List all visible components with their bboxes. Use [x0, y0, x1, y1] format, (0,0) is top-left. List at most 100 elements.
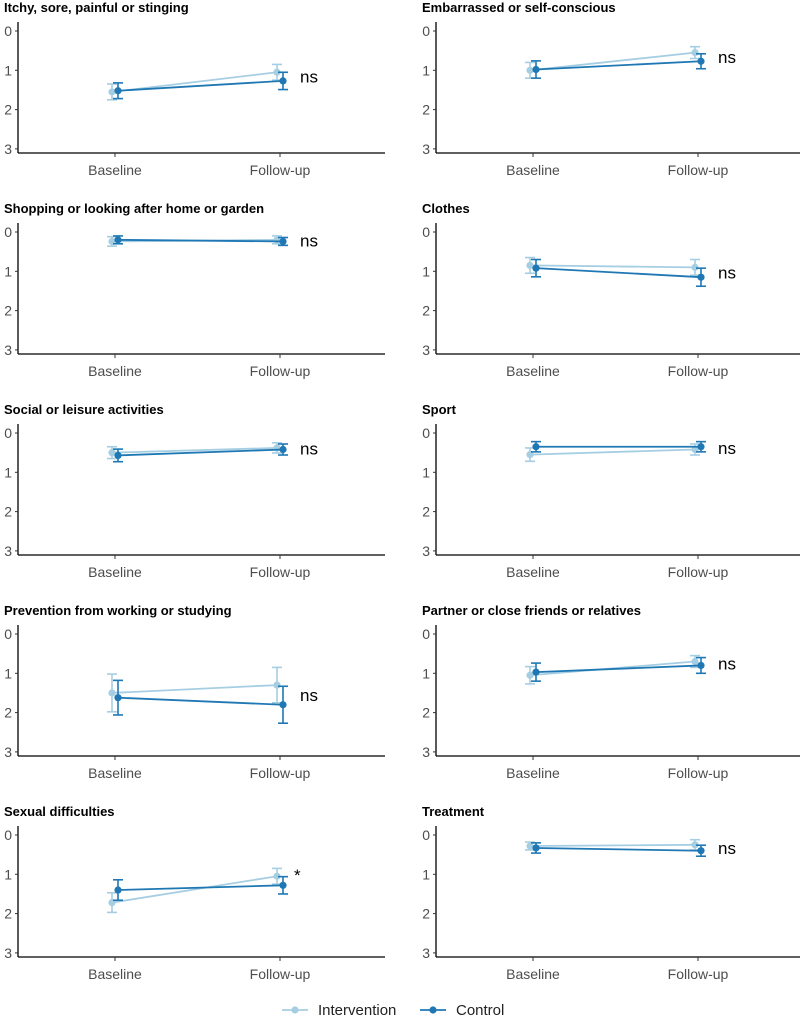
- y-tick-label: 0: [422, 827, 430, 843]
- y-tick-label: 3: [4, 342, 12, 358]
- x-tick-label: Follow-up: [250, 765, 311, 781]
- x-tick-label: Follow-up: [250, 162, 311, 178]
- y-tick-label: 0: [422, 425, 430, 441]
- significance-label: ns: [718, 839, 736, 858]
- significance-label: ns: [300, 440, 318, 459]
- panel: Prevention from working or studying 0 1 2 3 B…: [4, 603, 385, 781]
- control-series-line: [535, 267, 702, 279]
- control-point: [279, 77, 287, 85]
- panel-title: Sport: [422, 402, 457, 417]
- control-point: [114, 87, 122, 95]
- significance-label: ns: [300, 68, 318, 87]
- significance-label: ns: [718, 654, 736, 673]
- control-point: [532, 844, 540, 852]
- legend-control-key-point: [429, 1006, 437, 1014]
- x-tick-label: Follow-up: [250, 966, 311, 982]
- y-tick-label: 1: [4, 665, 12, 681]
- intervention-point: [526, 842, 534, 850]
- y-tick-label: 1: [4, 263, 12, 279]
- control-point: [279, 445, 287, 454]
- control-point: [279, 237, 287, 246]
- y-tick-label: 3: [422, 342, 430, 358]
- y-tick-label: 0: [422, 23, 430, 39]
- y-tick-label: 2: [4, 906, 12, 922]
- y-tick-label: 1: [422, 665, 430, 681]
- panel: Sport 0 1 2 3 Baseline Follow-up ns: [422, 402, 800, 580]
- y-tick-label: 2: [422, 303, 430, 319]
- y-tick-label: 1: [4, 62, 12, 78]
- significance-label: ns: [300, 686, 318, 705]
- intervention-series-line: [529, 51, 696, 72]
- y-tick-label: 2: [422, 504, 430, 520]
- control-point: [697, 847, 705, 855]
- control-point: [532, 443, 540, 451]
- x-tick-label: Follow-up: [250, 363, 311, 379]
- y-tick-label: 0: [422, 224, 430, 240]
- intervention-point: [526, 66, 534, 74]
- panel: Embarrassed or self-conscious 0 1 2 3 Baselin…: [422, 0, 800, 178]
- control-point: [114, 451, 122, 460]
- control-point: [697, 443, 705, 451]
- y-tick-label: 2: [422, 906, 430, 922]
- control-point: [279, 881, 287, 889]
- legend: Intervention Control: [282, 1002, 504, 1019]
- control-series-line: [535, 60, 702, 71]
- control-point: [114, 886, 122, 894]
- control-point: [697, 57, 705, 65]
- control-series-line: [117, 80, 284, 92]
- x-tick-label: Baseline: [88, 966, 142, 982]
- y-tick-label: 2: [422, 102, 430, 118]
- panel-title: Prevention from working or studying: [4, 603, 232, 618]
- x-tick-label: Follow-up: [668, 966, 729, 982]
- control-point: [532, 65, 540, 74]
- panel: Clothes 0 1 2 3 Baseline Follow-up ns: [422, 201, 800, 379]
- panel-title: Treatment: [422, 804, 485, 819]
- y-tick-label: 1: [4, 464, 12, 480]
- control-point: [114, 694, 122, 702]
- panel: Shopping or looking after home or garden…: [4, 201, 385, 379]
- x-tick-label: Baseline: [88, 363, 142, 379]
- x-tick-label: Baseline: [506, 765, 560, 781]
- control-series-line: [117, 238, 284, 243]
- control-point: [532, 264, 540, 272]
- y-tick-label: 0: [4, 425, 12, 441]
- intervention-point: [691, 263, 699, 271]
- y-tick-label: 1: [422, 263, 430, 279]
- panel-title: Sexual difficulties: [4, 804, 115, 819]
- control-point: [697, 661, 705, 670]
- intervention-point: [108, 689, 116, 697]
- y-tick-label: 3: [422, 945, 430, 961]
- significance-label: ns: [718, 439, 736, 458]
- y-tick-label: 0: [4, 827, 12, 843]
- intervention-point: [526, 451, 534, 459]
- significance-label: ns: [718, 263, 736, 282]
- legend-intervention-label: Intervention: [318, 1002, 396, 1019]
- y-tick-label: 0: [4, 224, 12, 240]
- panel: Partner or close friends or relatives 0 1 2…: [422, 603, 800, 781]
- y-tick-label: 1: [4, 866, 12, 882]
- intervention-series-line: [529, 264, 696, 269]
- y-tick-label: 0: [422, 626, 430, 642]
- intervention-series-line: [111, 875, 278, 904]
- control-point: [114, 236, 122, 244]
- control-series-line: [535, 847, 702, 852]
- intervention-point: [526, 671, 534, 679]
- y-tick-label: 2: [422, 705, 430, 721]
- panel-title: Social or leisure activities: [4, 402, 164, 417]
- x-tick-label: Baseline: [506, 564, 560, 580]
- intervention-point: [273, 68, 281, 76]
- y-tick-label: 3: [4, 141, 12, 157]
- intervention-series-line: [529, 843, 696, 847]
- x-tick-label: Baseline: [88, 765, 142, 781]
- significance-label: ns: [300, 232, 318, 251]
- y-tick-label: 3: [422, 744, 430, 760]
- intervention-series-line: [529, 448, 696, 456]
- y-tick-label: 2: [4, 504, 12, 520]
- significance-label: *: [294, 866, 301, 885]
- y-tick-label: 2: [4, 303, 12, 319]
- intervention-point: [273, 872, 281, 880]
- intervention-point: [273, 681, 281, 689]
- y-tick-label: 3: [4, 744, 12, 760]
- x-tick-label: Baseline: [88, 162, 142, 178]
